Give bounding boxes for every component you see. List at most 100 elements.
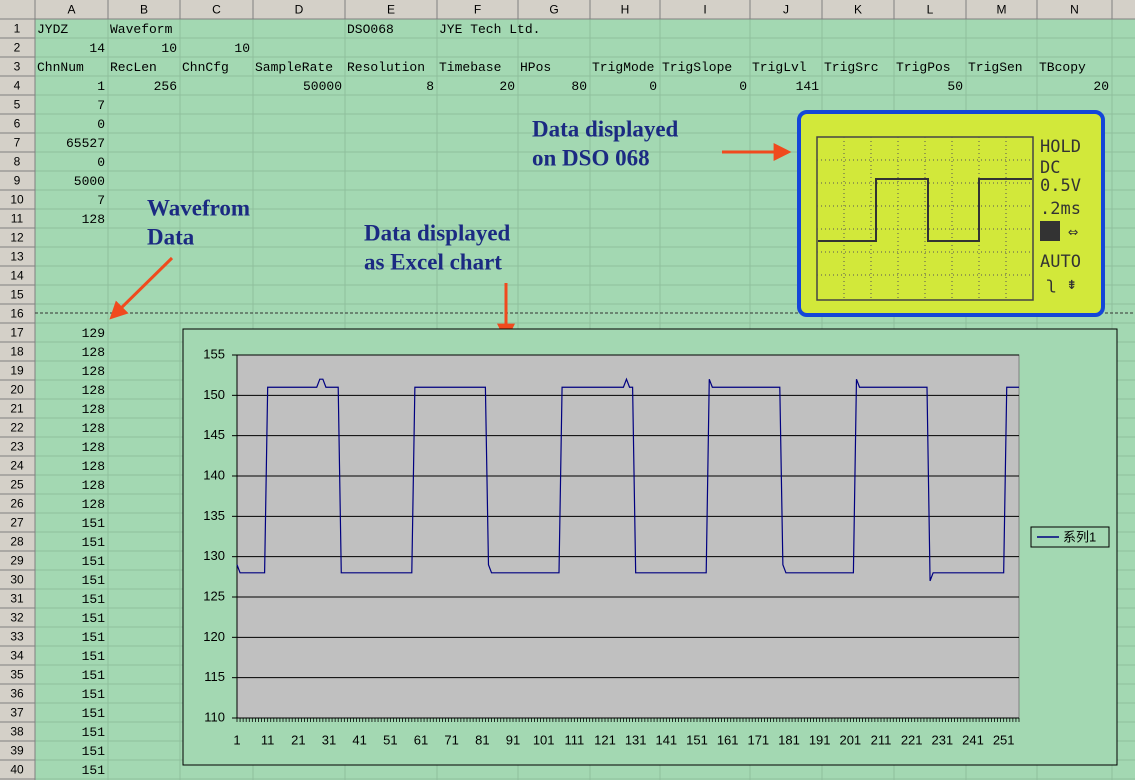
y-tick-label: 130 xyxy=(203,548,225,563)
cell: 128 xyxy=(82,478,105,493)
x-tick-label: 171 xyxy=(747,732,769,747)
cell: 1 xyxy=(97,79,105,94)
cell: TBcopy xyxy=(1039,60,1086,75)
x-tick-label: 251 xyxy=(993,732,1015,747)
x-tick-label: 221 xyxy=(901,732,923,747)
x-tick-label: 71 xyxy=(444,732,458,747)
cell: 7 xyxy=(97,98,105,113)
x-tick-label: 151 xyxy=(686,732,708,747)
cell: 151 xyxy=(82,744,106,759)
cell: 151 xyxy=(82,573,106,588)
lcd-grid xyxy=(817,137,1033,300)
row-header: 28 xyxy=(10,535,24,549)
cell: 0 xyxy=(97,117,105,132)
row-header: 30 xyxy=(10,573,24,587)
row-header: 33 xyxy=(10,630,24,644)
arrow xyxy=(109,256,174,320)
lcd-label: .2ms xyxy=(1040,199,1081,219)
cell: 151 xyxy=(82,668,106,683)
annotation: on DSO 068 xyxy=(532,145,650,170)
y-tick-label: 135 xyxy=(203,508,225,523)
row-header: 5 xyxy=(14,98,21,112)
row-header: 34 xyxy=(10,649,24,663)
x-tick-label: 41 xyxy=(352,732,366,747)
column-header: N xyxy=(1070,3,1079,17)
cell: ChnNum xyxy=(37,60,84,75)
cell: 151 xyxy=(82,611,106,626)
lcd-icon xyxy=(1040,221,1060,241)
y-tick-label: 110 xyxy=(204,709,225,724)
column-header: C xyxy=(212,3,221,17)
cell: Timebase xyxy=(439,60,501,75)
x-tick-label: 131 xyxy=(625,732,647,747)
x-tick-label: 141 xyxy=(655,732,677,747)
cell: 151 xyxy=(82,687,106,702)
lcd-icon: ʅ ⇟ xyxy=(1046,274,1077,294)
column-header: H xyxy=(621,3,630,17)
cell: 10 xyxy=(234,41,250,56)
x-tick-label: 61 xyxy=(414,732,428,747)
row-header: 17 xyxy=(10,326,24,340)
cell: 50000 xyxy=(303,79,342,94)
row-header: 6 xyxy=(14,117,21,131)
row-header: 3 xyxy=(14,60,21,74)
row-header: 7 xyxy=(14,136,21,150)
cell: Resolution xyxy=(347,60,425,75)
cell: 128 xyxy=(82,402,105,417)
cell: 151 xyxy=(82,535,106,550)
cell: 151 xyxy=(82,706,106,721)
cell: 5000 xyxy=(74,174,105,189)
cell: SampleRate xyxy=(255,60,333,75)
cell: 128 xyxy=(82,212,105,227)
row-header: 24 xyxy=(10,459,24,473)
row-header: 32 xyxy=(10,611,24,625)
cell: 151 xyxy=(82,649,106,664)
row-header: 16 xyxy=(10,307,24,321)
cell: 10 xyxy=(161,41,177,56)
cell: 151 xyxy=(82,592,106,607)
x-tick-label: 1 xyxy=(233,732,240,747)
cell: 50 xyxy=(947,79,963,94)
annotation: Wavefrom xyxy=(147,195,250,220)
x-tick-label: 101 xyxy=(533,732,555,747)
column-header: A xyxy=(67,3,75,17)
row-header: 20 xyxy=(10,383,24,397)
row-header: 22 xyxy=(10,421,24,435)
cell: TrigSen xyxy=(968,60,1023,75)
y-tick-label: 155 xyxy=(203,346,225,361)
row-header: 11 xyxy=(11,212,24,226)
y-tick-label: 125 xyxy=(203,588,225,603)
annotation: Data displayed xyxy=(532,116,679,141)
x-tick-label: 181 xyxy=(778,732,800,747)
row-header: 9 xyxy=(14,174,21,188)
x-tick-label: 241 xyxy=(962,732,984,747)
cell: JYE Tech Ltd. xyxy=(439,22,540,37)
row-header: 12 xyxy=(10,231,24,245)
row-header: 13 xyxy=(10,250,24,264)
row-header: 10 xyxy=(10,193,24,207)
column-header: F xyxy=(474,3,481,17)
cell: ChnCfg xyxy=(182,60,229,75)
cell: 151 xyxy=(82,516,106,531)
annotation: Data xyxy=(147,224,195,249)
cell: 20 xyxy=(1093,79,1109,94)
row-header: 38 xyxy=(10,725,24,739)
x-tick-label: 121 xyxy=(594,732,616,747)
row-header: 4 xyxy=(14,79,21,93)
cell: 65527 xyxy=(66,136,105,151)
row-header: 26 xyxy=(10,497,24,511)
cell: 80 xyxy=(571,79,587,94)
cell: 128 xyxy=(82,459,105,474)
legend-label: 系列1 xyxy=(1063,529,1096,544)
y-tick-label: 120 xyxy=(203,629,225,644)
column-header-bar xyxy=(0,0,1135,19)
row-header: 14 xyxy=(10,269,24,283)
cell: DSO068 xyxy=(347,22,394,37)
cell: RecLen xyxy=(110,60,157,75)
cell: 151 xyxy=(82,554,106,569)
column-header: B xyxy=(140,3,148,17)
annotation: as Excel chart xyxy=(364,249,502,274)
row-header: 40 xyxy=(10,763,24,777)
